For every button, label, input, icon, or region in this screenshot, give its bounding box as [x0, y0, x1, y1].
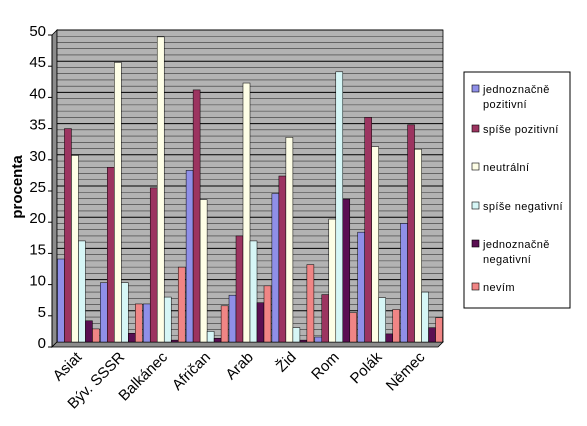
bar: [407, 124, 415, 343]
bar: [142, 303, 151, 343]
y-tick-label: 10: [29, 273, 46, 290]
bar: [57, 258, 65, 343]
bar: [392, 309, 400, 343]
legend-swatch: [471, 201, 480, 210]
y-axis-label: procenta: [9, 155, 26, 219]
bar: [314, 336, 323, 343]
bar: [121, 282, 129, 343]
legend-label: spíše pozitivní: [483, 124, 559, 136]
x-tick-label: Němec: [383, 348, 429, 394]
bar: [364, 117, 372, 343]
bar: [349, 312, 358, 343]
bar: [292, 327, 301, 343]
bar: [128, 333, 136, 343]
bar: [306, 264, 315, 343]
bar: [100, 282, 108, 343]
bar: [242, 82, 251, 343]
legend-label: jednoznačně: [482, 239, 550, 251]
y-tick-label: 40: [29, 85, 46, 102]
legend-swatch: [471, 239, 480, 248]
bar: [328, 218, 337, 343]
bar: [220, 305, 229, 343]
bar: [228, 294, 237, 343]
x-tick-label: Arab: [222, 349, 256, 383]
bar: [385, 333, 393, 343]
legend-label: spíše negativní: [483, 201, 563, 213]
bar: [400, 223, 408, 343]
bar: [213, 338, 222, 343]
bar: [414, 148, 422, 343]
bar: [263, 285, 272, 343]
plot-side-wall: [51, 29, 58, 348]
legend-swatch: [471, 282, 480, 291]
legend-label: nevím: [483, 282, 515, 294]
bar: [85, 320, 93, 343]
bar: [249, 240, 258, 343]
bar: [435, 317, 443, 343]
legend-label: pozitivní: [483, 99, 527, 111]
y-tick-label: 25: [29, 179, 46, 196]
y-tick-label: 0: [38, 335, 46, 352]
y-tick-label: 50: [29, 23, 46, 40]
bar: [114, 62, 122, 343]
x-tick-label: Afričan: [169, 349, 214, 394]
bar: [428, 327, 436, 343]
bar: [378, 297, 386, 343]
x-tick-label: Asiat: [50, 348, 86, 384]
bar: [206, 331, 215, 343]
bar: [192, 89, 201, 343]
legend-label: neutrální: [483, 162, 529, 174]
bar: [421, 291, 429, 343]
legend-swatch: [471, 84, 480, 93]
y-tick-label: 20: [29, 210, 46, 227]
bar: [177, 266, 186, 343]
bar: [285, 137, 294, 343]
bar: [299, 339, 308, 343]
bar: [156, 36, 165, 343]
bar: [64, 128, 72, 343]
bar: [199, 199, 208, 343]
x-tick-label: Polák: [347, 348, 386, 387]
bar: [278, 175, 287, 343]
y-tick-label: 5: [38, 304, 46, 321]
bar: [107, 167, 115, 343]
bar: [163, 296, 172, 343]
bar: [335, 71, 344, 343]
legend-box: [463, 71, 571, 309]
bar: [371, 146, 379, 343]
plot-floor: [51, 341, 444, 348]
bar: [185, 170, 194, 343]
x-tick-label: Rom: [308, 349, 342, 383]
legend-label: jednoznačně: [482, 84, 550, 96]
bar: [92, 328, 100, 343]
bar: [321, 294, 330, 343]
bar: [149, 187, 158, 343]
bar: [256, 302, 265, 343]
bar: [135, 303, 143, 343]
bar: [235, 235, 244, 343]
y-tick-label: 35: [29, 117, 46, 134]
y-tick-label: 45: [29, 54, 46, 71]
y-tick-label: 15: [29, 241, 46, 258]
bar: [357, 231, 365, 343]
x-tick-label: Žid: [273, 349, 300, 376]
bar: [71, 155, 79, 343]
y-tick-label: 30: [29, 148, 46, 165]
bar: [342, 198, 351, 343]
legend-swatch: [471, 124, 480, 133]
bar: [78, 240, 86, 343]
bar: [170, 339, 179, 343]
legend-label: negativní: [483, 254, 531, 266]
legend-swatch: [471, 162, 480, 171]
bar: [271, 193, 280, 343]
